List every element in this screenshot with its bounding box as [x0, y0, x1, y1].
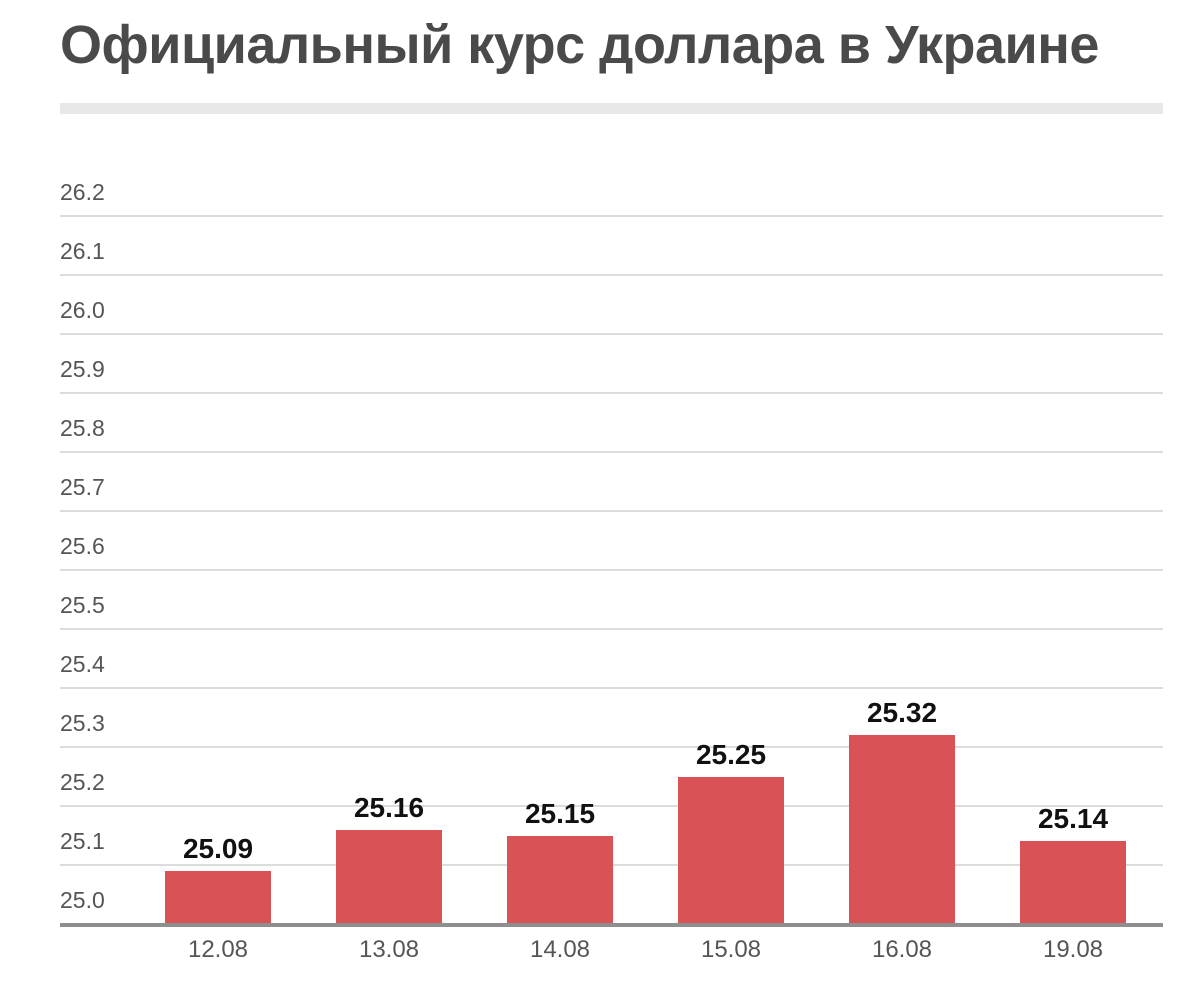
- chart-title: Официальный курс доллара в Украине: [60, 15, 1099, 75]
- bar-13.08: [336, 829, 442, 924]
- gridline: [60, 628, 1163, 630]
- bar-value-label: 25.25: [695, 738, 767, 770]
- x-axis-line: [60, 923, 1163, 927]
- y-axis-tick-label: 26.1: [60, 238, 105, 264]
- x-axis-tick-label: 14.08: [529, 936, 591, 963]
- y-axis-tick-label: 25.7: [60, 474, 105, 500]
- y-axis-tick-label: 25.6: [60, 533, 105, 559]
- y-axis-tick-label: 26.0: [60, 297, 105, 323]
- x-axis-tick-label: 19.08: [1042, 936, 1104, 963]
- bar-value-label: 25.09: [182, 832, 254, 864]
- y-axis-tick-label: 25.4: [60, 651, 105, 677]
- x-axis-tick-label: 13.08: [358, 936, 420, 963]
- title-divider: [60, 103, 1163, 114]
- gridline: [60, 746, 1163, 748]
- y-axis-tick-label: 25.5: [60, 592, 105, 618]
- y-axis-tick-label: 25.0: [60, 887, 105, 913]
- bar-19.08: [1020, 841, 1126, 924]
- gridline: [60, 687, 1163, 689]
- gridline: [60, 510, 1163, 512]
- gridline: [60, 274, 1163, 276]
- gridline: [60, 333, 1163, 335]
- bar-16.08: [849, 735, 955, 924]
- bar-value-label: 25.15: [524, 797, 596, 829]
- x-axis-tick-label: 15.08: [700, 936, 762, 963]
- y-axis-tick-label: 25.9: [60, 356, 105, 382]
- bar-15.08: [678, 776, 784, 924]
- bar-value-label: 25.32: [866, 697, 938, 729]
- y-axis-tick-label: 25.2: [60, 769, 105, 795]
- bar-14.08: [507, 835, 613, 924]
- bar-value-label: 25.14: [1037, 803, 1109, 835]
- y-axis-tick-label: 25.8: [60, 415, 105, 441]
- y-axis-tick-label: 25.3: [60, 710, 105, 736]
- bar-value-label: 25.16: [353, 791, 425, 823]
- gridline: [60, 805, 1163, 807]
- gridline: [60, 392, 1163, 394]
- gridline: [60, 215, 1163, 217]
- bar-12.08: [165, 870, 271, 924]
- gridline: [60, 569, 1163, 571]
- x-axis-tick-label: 12.08: [187, 936, 249, 963]
- y-axis-tick-label: 25.1: [60, 828, 105, 854]
- y-axis-tick-label: 26.2: [60, 179, 105, 205]
- gridline: [60, 451, 1163, 453]
- x-axis-tick-label: 16.08: [871, 936, 933, 963]
